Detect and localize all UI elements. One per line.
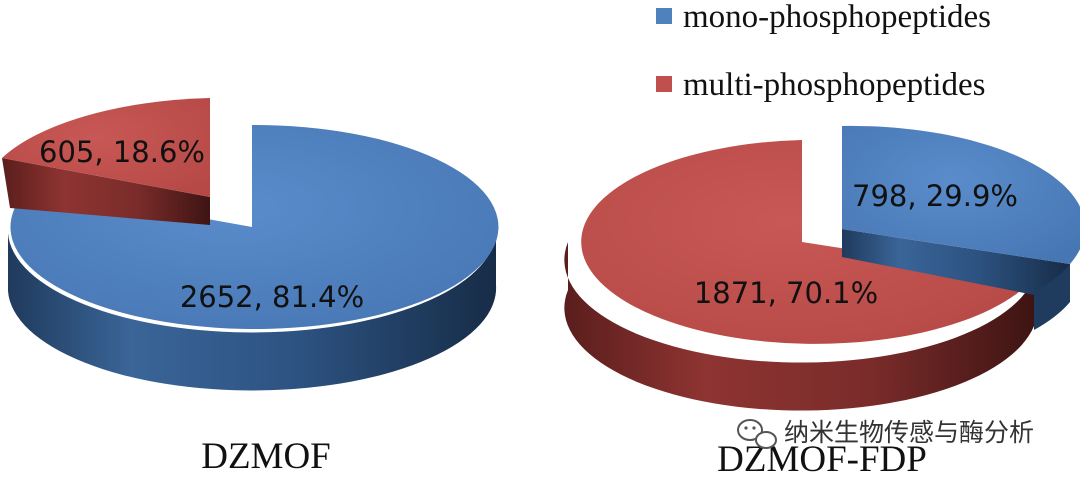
slice-label: 605, 18.6% [39,135,205,169]
slice-multi-fdp-side [564,242,1034,411]
slice-multi-fdp [564,140,1034,411]
slice-mono-dzmof-top [10,124,499,329]
legend: mono-phosphopeptides multi-phosphopeptid… [656,0,991,103]
slice-label: 2652, 81.4% [180,280,364,314]
slice-label: 798, 29.9% [852,179,1018,213]
chart-dzmof: 2652, 81.4% 605, 18.6% DZMOF [2,98,499,477]
slice-multi-dzmof-top [2,98,210,197]
chart-title: DZMOF [201,436,331,477]
legend-entry: multi-phosphopeptides [683,67,985,103]
legend-entry: mono-phosphopeptides [683,0,991,35]
legend-swatch-multi [656,76,672,92]
watermark: 纳米生物传感与酶分析 [737,418,1034,449]
slice-label: 1871, 70.1% [694,276,878,310]
slice-multi-dzmof [2,98,210,225]
wechat-icon [737,419,777,449]
chart-dzmof-fdp: 798, 29.9% 1871, 70.1% DZMOF-FDP [564,125,1080,479]
slice-mono-fdp-top [842,125,1080,264]
slice-mono-dzmof-side [8,227,497,391]
slice-mono-fdp-side-front [1034,264,1070,330]
watermark-text: 纳米生物传感与酶分析 [784,418,1034,447]
slice-mono-dzmof [8,124,499,391]
slice-mono-fdp-side [842,229,1070,302]
slice-mono-fdp [842,125,1080,330]
chart-title: DZMOF-FDP [717,439,927,479]
slice-multi-fdp-top [581,140,1034,344]
slice-multi-dzmof-side [2,158,210,225]
legend-swatch-mono [656,8,672,24]
